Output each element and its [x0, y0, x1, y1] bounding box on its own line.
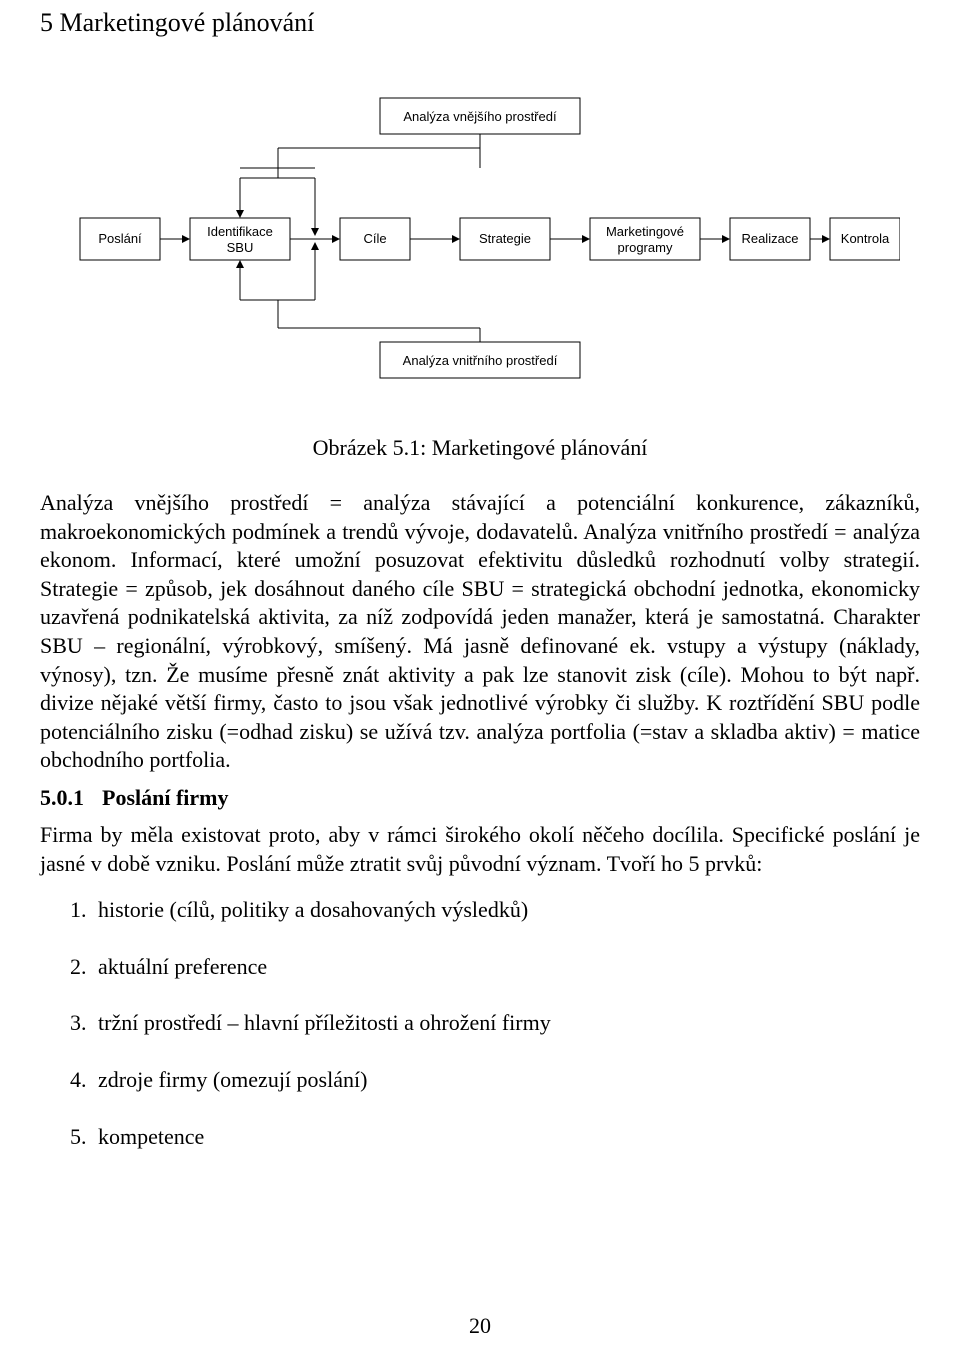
node-identifikace-label1: Identifikace: [207, 224, 273, 239]
subsection-number: 5.0.1: [40, 785, 84, 811]
subsection-heading: 5.0.1 Poslání firmy: [40, 785, 920, 811]
arrow-2: [332, 235, 340, 243]
node-strategie-label: Strategie: [479, 231, 531, 246]
page-number: 20: [0, 1313, 960, 1339]
flowchart-svg: Analýza vnějšího prostředí Analýza vnitř…: [60, 78, 900, 398]
node-identifikace-label2: SBU: [227, 240, 254, 255]
figure-caption: Obrázek 5.1: Marketingové plánování: [40, 435, 920, 461]
list-item: historie (cílů, politiky a dosahovaných …: [92, 896, 920, 925]
subsection-title: Poslání firmy: [102, 785, 229, 810]
figure-diagram: Analýza vnějšího prostředí Analýza vnitř…: [60, 78, 900, 403]
list-item: aktuální preference: [92, 953, 920, 982]
arrow-3: [452, 235, 460, 243]
list-item: zdroje firmy (omezují poslání): [92, 1066, 920, 1095]
node-poslani-label: Poslání: [98, 231, 142, 246]
page: 5 Marketingové plánování Analýza vnějšíh…: [0, 0, 960, 1363]
paragraph-analysis: Analýza vnějšího prostředí = analýza stá…: [40, 489, 920, 775]
node-kontrola-label: Kontrola: [841, 231, 890, 246]
arrow-bot-gap: [311, 242, 319, 250]
arrow-top-ident: [236, 210, 244, 218]
paragraph-poslani: Firma by měla existovat proto, aby v rám…: [40, 821, 920, 878]
elements-list: historie (cílů, politiky a dosahovaných …: [40, 896, 920, 1151]
node-realizace-label: Realizace: [741, 231, 798, 246]
arrow-bot-ident: [236, 260, 244, 268]
arrow-top-gap: [311, 228, 319, 236]
chapter-title: 5 Marketingové plánování: [40, 8, 920, 38]
arrow-4: [582, 235, 590, 243]
arrow-1: [182, 235, 190, 243]
list-item: kompetence: [92, 1123, 920, 1152]
node-programy-label1: Marketingové: [606, 224, 684, 239]
list-item: tržní prostředí – hlavní příležitosti a …: [92, 1009, 920, 1038]
arrow-5: [722, 235, 730, 243]
arrow-6: [822, 235, 830, 243]
node-bottom-label: Analýza vnitřního prostředí: [403, 353, 558, 368]
node-top-label: Analýza vnějšího prostředí: [403, 109, 557, 124]
node-programy-label2: programy: [618, 240, 673, 255]
node-cile-label: Cíle: [363, 231, 386, 246]
